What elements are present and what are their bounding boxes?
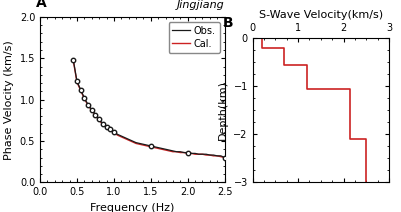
Text: B: B <box>223 15 233 29</box>
X-axis label: S-Wave Velocity(km/s): S-Wave Velocity(km/s) <box>259 10 383 20</box>
Text: Jingjiang: Jingjiang <box>177 0 225 10</box>
Text: A: A <box>36 0 47 10</box>
Y-axis label: Phase Velocity (km/s): Phase Velocity (km/s) <box>4 40 14 159</box>
Y-axis label: Depth(km): Depth(km) <box>218 80 228 140</box>
Legend: Obs., Cal.: Obs., Cal. <box>168 22 220 53</box>
X-axis label: Frequency (Hz): Frequency (Hz) <box>90 203 174 212</box>
